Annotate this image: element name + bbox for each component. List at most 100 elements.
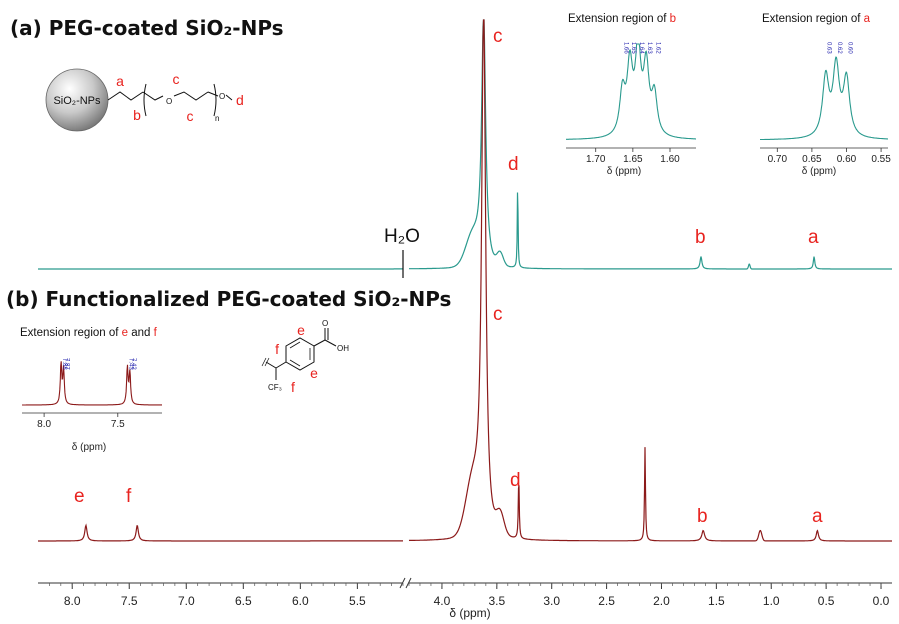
x-tick-label: 3.0 [543,594,560,608]
inset-peak-annotation: 7.42 [130,358,136,370]
carboxyl-bond [313,339,326,347]
peak-label-a-d: d [508,154,519,175]
inset-ef-plot: 8.0 7.5 7.887.87 7.437.42 [22,358,162,430]
methyl-bond [225,94,233,101]
carbonyl-oxygen: O [322,319,328,328]
x-tick-label: 1.0 [763,594,780,608]
inset-ef-xlabel: δ (ppm) [72,442,106,453]
inset-tick-label: 0.70 [768,154,788,165]
x-tick-label: 0.5 [818,594,835,608]
x-tick-label: 6.0 [292,594,309,608]
inset-ef-title: Extension region of e and f [20,327,158,339]
peak-label-b-d: d [510,470,521,491]
sphere-label: SiO₂-NPs [53,95,101,107]
peg-structure: SiO₂-NPs O n O a b c c d [45,68,244,132]
struct-label-b: b [133,107,141,123]
spectra-layer [38,19,892,542]
inset-b-plot: 1.70 1.65 1.601.66 1.65 1.64 1.63 1.62 [566,42,696,165]
x-tick-label: 4.0 [434,594,451,608]
inset-a-title: Extension region of a [762,13,871,25]
panel-a-title: (a) PEG-coated SiO₂-NPs [10,16,284,40]
inset-tick-label: 1.65 [623,154,643,165]
x-tick-label: 1.5 [708,594,725,608]
peak-label-a-c: c [493,26,503,47]
peg-chain-2 [173,91,209,101]
struct-label-f2: f [291,379,295,395]
inset-tick-label: 1.70 [586,154,606,165]
x-axis: 8.0 7.5 7.0 6.5 6.0 5.5 4.0 3.5 3.0 2.5 2.0 1.5 1.0 0… [38,577,892,620]
inset-peak-annotation: 0.62 [836,42,842,54]
x-ticks: 8.0 7.5 7.0 6.5 6.0 5.5 4.0 3.5 3.0 2.5 2.0 1.5 1.0 0… [49,583,890,608]
ring-to-ch-bond [275,361,287,369]
inset-a-xlabel: δ (ppm) [802,166,836,177]
inset-a-plot: 0.70 0.65 0.60 0.55 0.63 0.62 0.60 [760,42,891,165]
panel-b-title: (b) Functionalized PEG-coated SiO₂-NPs [6,287,451,311]
inset-peak-annotation: 0.60 [846,42,852,54]
inset-peak-annotation: 7.43 [127,358,133,370]
inset-trace [22,361,162,406]
repeat-subscript: n [215,114,219,123]
inset-peak-annotation: 7.87 [64,358,70,370]
peak-label-b-f: f [126,486,132,507]
struct-label-e2: e [310,365,318,381]
bracket-right [213,83,217,117]
struct-label-e1: e [297,322,305,338]
x-tick-label: 3.5 [488,594,505,608]
inset-trace [566,43,696,140]
peak-label-b-c: c [493,304,503,325]
peak-label-b-e: e [74,486,85,507]
inset-peak-annotation: 0.63 [826,42,832,54]
inset-tick-label: 0.65 [802,154,822,165]
x-tick-label: 2.5 [598,594,615,608]
inset-tick-label: 0.55 [871,154,891,165]
peg-chain-1 [142,91,164,101]
inset-peak-annotation: 1.64 [638,42,644,54]
peak-label-b-a: a [812,506,823,527]
struct-label-f1: f [275,341,279,357]
water-label: H₂O [384,226,420,247]
inset-peak-annotation: 7.88 [61,358,67,370]
x-axis-label: δ (ppm) [449,606,490,620]
peak-label-a-b: b [695,227,706,248]
spectrum-b-trace-1 [408,19,892,542]
axis-break-mark [399,577,412,589]
inset-peak-annotation: 1.62 [654,42,660,54]
inset-tick-label: 7.5 [111,419,125,430]
x-tick-label: 2.0 [653,594,670,608]
peak-label-b-b: b [697,506,708,527]
inset-tick-label: 8.0 [37,419,51,430]
x-tick-label: 0.0 [873,594,890,608]
bracket-left [143,83,147,117]
struct-label-c1: c [173,71,180,87]
inset-a: Extension region of a 0.70 0.65 0.60 0.550.… [760,13,891,177]
cf3-group: CF₃ [268,383,282,392]
inset-peak-annotation: 1.63 [646,42,652,54]
peak-label-a-a: a [808,227,819,248]
inset-peak-annotation: 1.65 [630,42,636,54]
inset-b-title: Extension region of b [568,13,676,25]
x-tick-label: 8.0 [64,594,81,608]
ether-oxygen-1: O [166,97,172,106]
x-tick-label: 7.0 [178,594,195,608]
terminal-oxygen: O [219,92,225,101]
inset-b: Extension region of b 1.70 1.65 1.601.66 1.… [566,13,696,177]
x-tick-label: 7.5 [121,594,138,608]
peg-chain-3 [207,91,219,97]
inset-b-xlabel: δ (ppm) [607,166,641,177]
inset-trace [760,56,888,141]
inset-tick-label: 0.60 [837,154,857,165]
hydroxyl-group: OH [337,344,349,353]
struct-label-a: a [116,73,124,89]
benzoic-acid-structure: O OH CF₃ f e f e [261,319,349,395]
inset-tick-label: 1.60 [660,154,680,165]
x-tick-label: 5.5 [349,594,366,608]
propyl-chain [107,91,144,101]
x-tick-label: 6.5 [235,594,252,608]
struct-label-d: d [236,92,244,108]
spectrum-b-trace-0 [38,523,403,542]
spectrum-a-trace-1 [409,19,892,270]
inset-ef: Extension region of e and f 8.0 7.57.887.… [20,327,162,453]
inset-peak-annotation: 1.66 [622,42,628,54]
struct-label-c2: c [187,108,194,124]
